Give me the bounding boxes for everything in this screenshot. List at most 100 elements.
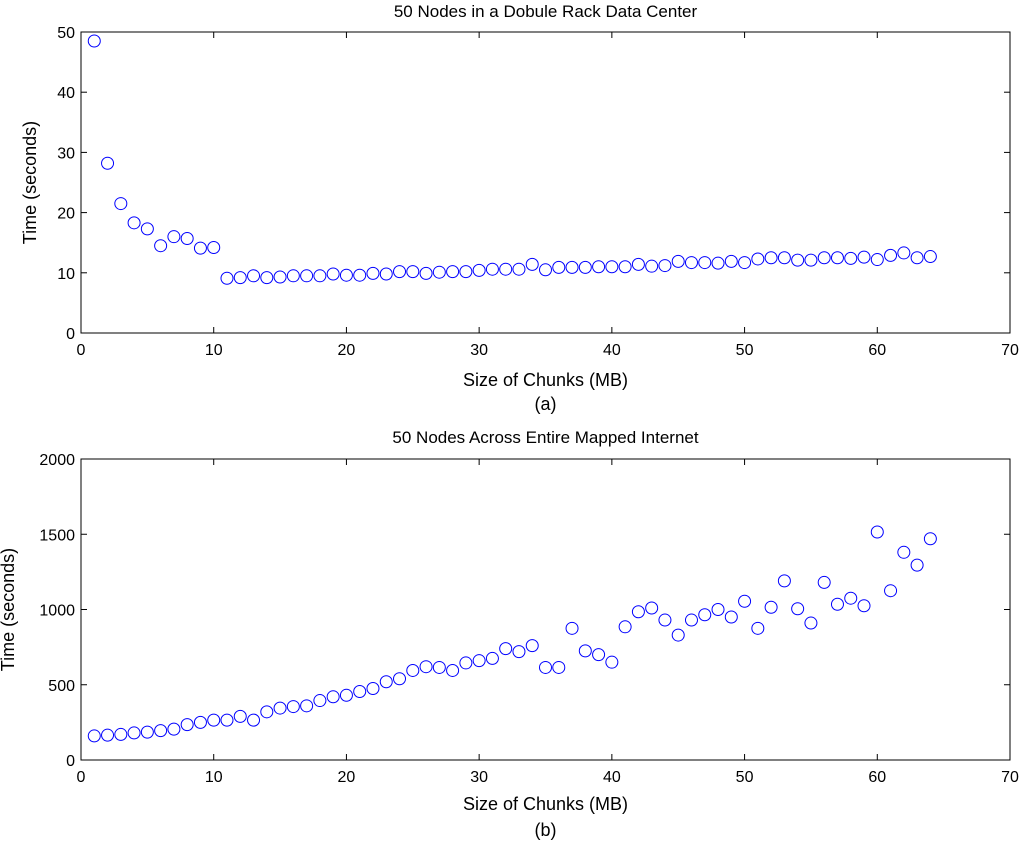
- data-point: [923, 250, 937, 264]
- data-point: [419, 266, 433, 280]
- data-point: [910, 558, 924, 572]
- data-point: [472, 263, 486, 277]
- y-tick-label: 40: [57, 85, 75, 102]
- data-point: [485, 651, 499, 665]
- data-point: [777, 251, 791, 265]
- data-point: [539, 660, 552, 674]
- data-point: [592, 648, 606, 662]
- data-point: [830, 597, 844, 611]
- data-point: [193, 241, 207, 255]
- data-point: [379, 267, 393, 281]
- x-tick-label: 0: [77, 769, 86, 786]
- data-point: [406, 663, 420, 677]
- data-point: [698, 608, 712, 622]
- data-point: [605, 260, 619, 274]
- y-tick-label: 500: [48, 678, 75, 695]
- y-tick-label: 30: [57, 145, 75, 162]
- data-point: [140, 725, 154, 739]
- data-point: [140, 222, 154, 236]
- data-point: [910, 251, 924, 265]
- data-point: [220, 271, 234, 285]
- data-point: [512, 645, 526, 659]
- x-axis-label: Size of Chunks (MB): [463, 370, 628, 390]
- data-point: [711, 256, 725, 270]
- data-point: [114, 197, 128, 211]
- y-tick-label: 2000: [39, 452, 75, 469]
- data-point: [313, 694, 327, 708]
- y-tick-label: 0: [66, 326, 75, 343]
- data-point: [884, 584, 898, 598]
- data-point: [897, 545, 911, 559]
- data-point: [897, 246, 911, 260]
- data-point: [167, 230, 181, 244]
- data-point: [684, 613, 698, 627]
- x-tick-label: 40: [603, 342, 621, 359]
- data-point: [446, 663, 460, 677]
- data-point: [220, 713, 234, 727]
- data-point: [870, 253, 884, 267]
- data-point: [525, 639, 539, 653]
- data-point: [87, 34, 101, 48]
- data-point: [791, 602, 805, 616]
- data-point: [300, 699, 314, 713]
- data-point: [353, 685, 367, 699]
- data-point: [207, 241, 221, 255]
- data-point: [631, 257, 645, 271]
- y-tick-label: 0: [66, 753, 75, 770]
- chart-panel-a: 50 Nodes in a Dobule Rack Data Center 0 10…: [20, 2, 1019, 414]
- data-point: [592, 260, 606, 274]
- data-point: [605, 655, 619, 669]
- data-point: [844, 591, 858, 605]
- plot-frame: [80, 458, 1011, 761]
- data-point: [180, 231, 194, 245]
- data-point: [552, 260, 566, 274]
- data-point: [565, 260, 579, 274]
- data-point: [698, 256, 712, 270]
- data-point: [260, 705, 274, 719]
- data-point: [233, 271, 247, 285]
- data-point: [539, 263, 552, 277]
- x-tick-label: 50: [736, 769, 754, 786]
- data-point: [631, 605, 645, 619]
- panel-caption: (b): [535, 820, 557, 840]
- data-point: [923, 532, 937, 546]
- data-point: [101, 156, 115, 170]
- data-point: [499, 262, 513, 276]
- data-point: [817, 251, 831, 265]
- data-point: [658, 613, 672, 627]
- data-point: [671, 628, 685, 642]
- plot-frame: [80, 31, 1011, 334]
- data-point: [313, 269, 327, 283]
- x-tick-label: 70: [1001, 342, 1019, 359]
- data-point: [339, 268, 353, 282]
- y-tick-label: 1000: [39, 603, 75, 620]
- data-point: [127, 216, 141, 230]
- data-point: [393, 265, 407, 279]
- data-point: [791, 253, 805, 267]
- data-point: [618, 260, 632, 274]
- data-point: [300, 269, 314, 283]
- data-point: [154, 239, 168, 253]
- data-point: [273, 270, 287, 284]
- data-point: [645, 601, 659, 615]
- data-point: [830, 251, 844, 265]
- data-point: [724, 610, 738, 624]
- data-point: [87, 729, 101, 743]
- data-point: [286, 700, 300, 714]
- data-point: [393, 672, 407, 686]
- x-tick-label: 30: [470, 342, 488, 359]
- data-point: [671, 254, 685, 268]
- x-tick-label: 10: [205, 342, 223, 359]
- data-point: [326, 690, 340, 704]
- data-point: [353, 268, 367, 282]
- x-tick-label: 60: [868, 769, 886, 786]
- data-point: [804, 253, 818, 267]
- data-point: [578, 644, 592, 658]
- x-tick-label: 60: [868, 342, 886, 359]
- data-point: [817, 575, 831, 589]
- data-point: [366, 266, 380, 280]
- data-point: [419, 660, 433, 674]
- data-point: [777, 574, 791, 588]
- data-point: [286, 269, 300, 283]
